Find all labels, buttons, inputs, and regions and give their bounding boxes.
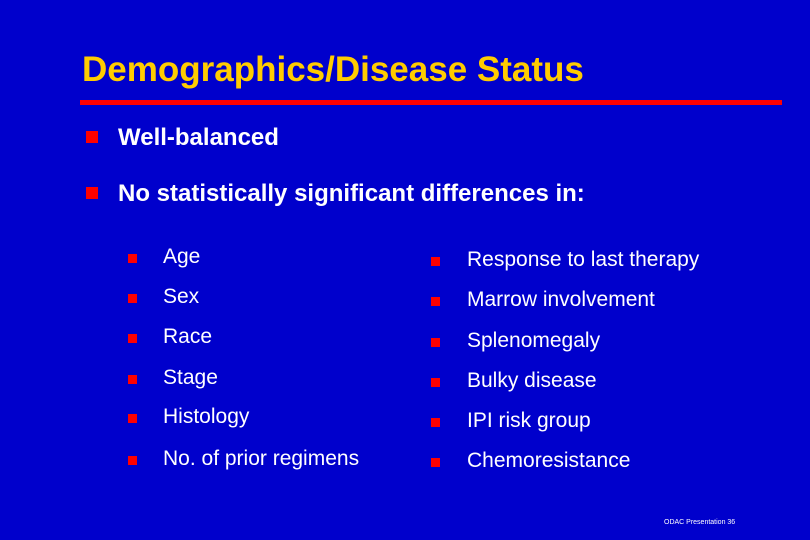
- list-item-text: Age: [163, 245, 201, 268]
- list-item-text: Bulky disease: [467, 369, 597, 392]
- red-square-bullet-icon: [128, 294, 137, 303]
- list-item-text: IPI risk group: [467, 409, 591, 432]
- list-item-text: Splenomegaly: [467, 329, 601, 352]
- list-item-text: Stage: [163, 366, 218, 389]
- footer-slide-number: ODAC Presentation 36: [664, 519, 736, 526]
- list-item-text: Sex: [163, 285, 200, 308]
- title-underline: [80, 100, 782, 105]
- red-square-bullet-icon: [128, 456, 137, 465]
- red-square-bullet-icon: [431, 297, 440, 306]
- list-item-text: Chemoresistance: [467, 449, 631, 472]
- red-square-bullet-icon: [128, 414, 137, 423]
- main-bullet-text: No statistically significant differences…: [118, 180, 585, 207]
- red-square-bullet-icon: [431, 257, 440, 266]
- red-square-bullet-icon: [86, 131, 98, 143]
- list-item-text: Response to last therapy: [467, 248, 700, 271]
- red-square-bullet-icon: [431, 418, 440, 427]
- red-square-bullet-icon: [128, 254, 137, 263]
- red-square-bullet-icon: [128, 375, 137, 384]
- list-item-text: Histology: [163, 405, 250, 428]
- red-square-bullet-icon: [431, 458, 440, 467]
- red-square-bullet-icon: [431, 378, 440, 387]
- red-square-bullet-icon: [128, 334, 137, 343]
- list-item-text: Race: [163, 325, 213, 348]
- red-square-bullet-icon: [86, 187, 98, 199]
- slide-title: Demographics/Disease Status: [82, 50, 584, 89]
- main-bullet-text: Well-balanced: [118, 124, 279, 151]
- list-item-text: Marrow involvement: [467, 288, 655, 311]
- red-square-bullet-icon: [431, 338, 440, 347]
- list-item-text: No. of prior regimens: [163, 447, 360, 470]
